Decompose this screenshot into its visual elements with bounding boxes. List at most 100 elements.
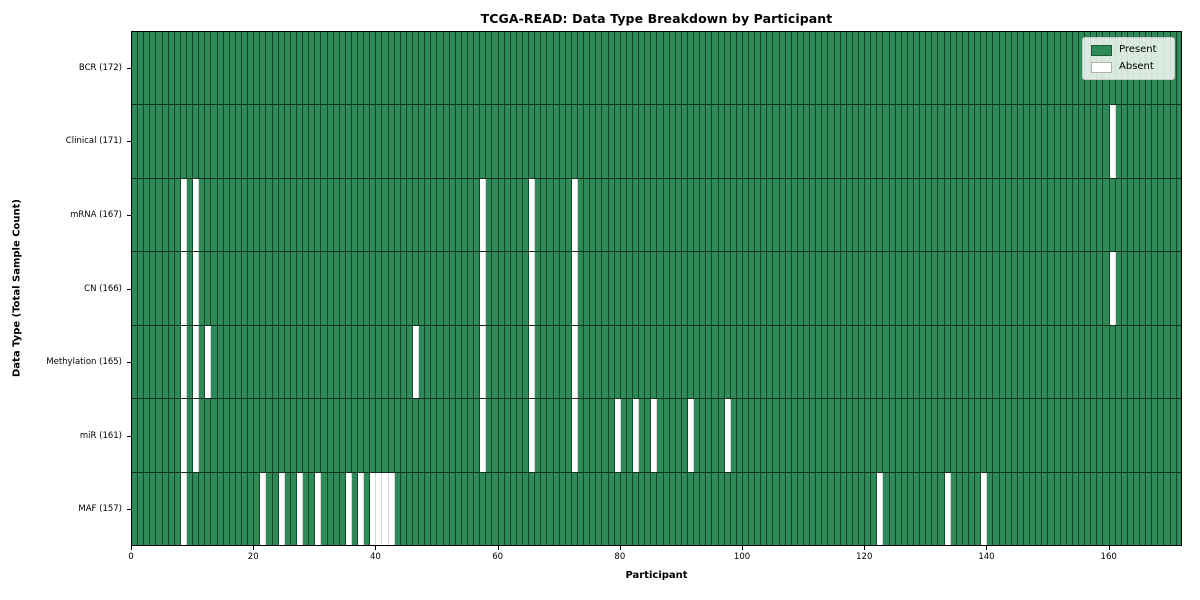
heatmap-cell bbox=[797, 399, 805, 472]
heatmap-cell bbox=[975, 472, 982, 545]
x-tick-mark bbox=[742, 546, 744, 550]
heatmap-cell bbox=[761, 325, 768, 399]
heatmap-cell bbox=[608, 32, 615, 105]
heatmap-cell bbox=[724, 325, 731, 399]
heatmap-cell bbox=[492, 252, 499, 325]
heatmap-cell bbox=[1109, 325, 1116, 399]
heatmap-cell bbox=[681, 472, 688, 545]
heatmap-cell bbox=[321, 325, 328, 399]
heatmap-cell bbox=[370, 178, 377, 252]
heatmap-cell bbox=[736, 472, 743, 545]
heatmap-cell bbox=[626, 32, 633, 105]
heatmap-cell bbox=[272, 472, 279, 545]
heatmap-cell bbox=[303, 325, 310, 399]
heatmap-cell bbox=[1005, 32, 1012, 105]
heatmap-cell bbox=[846, 325, 853, 399]
heatmap-cell bbox=[394, 178, 401, 252]
heatmap-cell bbox=[1103, 105, 1110, 178]
heatmap-cell bbox=[168, 105, 175, 178]
heatmap-cell bbox=[364, 105, 371, 178]
heatmap-cell bbox=[718, 399, 725, 472]
heatmap-cell bbox=[736, 399, 743, 472]
heatmap-cell bbox=[571, 399, 578, 472]
heatmap-cell bbox=[932, 399, 939, 472]
heatmap-cell bbox=[584, 472, 591, 545]
heatmap-cell bbox=[486, 32, 493, 105]
heatmap-cell bbox=[290, 105, 297, 178]
heatmap-cell bbox=[498, 32, 505, 105]
heatmap-cell bbox=[1115, 178, 1122, 252]
heatmap-cell bbox=[773, 178, 780, 252]
heatmap-cell bbox=[620, 178, 627, 252]
heatmap-cell bbox=[1121, 252, 1128, 325]
heatmap-cell bbox=[962, 32, 969, 105]
heatmap-cell bbox=[852, 325, 860, 399]
heatmap-cell bbox=[321, 252, 328, 325]
chart-title: TCGA-READ: Data Type Breakdown by Partic… bbox=[480, 11, 833, 26]
heatmap-cell bbox=[871, 178, 878, 252]
heatmap-cell bbox=[975, 399, 982, 472]
heatmap-cell bbox=[938, 178, 945, 252]
heatmap-cell bbox=[1023, 325, 1031, 399]
heatmap-cell bbox=[474, 472, 481, 545]
heatmap-cell bbox=[571, 472, 578, 545]
heatmap-cell bbox=[358, 472, 365, 545]
heatmap-cell bbox=[590, 472, 597, 545]
heatmap-cell bbox=[309, 472, 316, 545]
heatmap-cell bbox=[987, 252, 994, 325]
heatmap-cell bbox=[742, 399, 750, 472]
heatmap-cell bbox=[914, 32, 921, 105]
heatmap-cell bbox=[193, 325, 200, 399]
heatmap-cell bbox=[1158, 252, 1165, 325]
heatmap-cell bbox=[883, 252, 890, 325]
heatmap-cell bbox=[810, 178, 817, 252]
heatmap-cell bbox=[492, 472, 499, 545]
heatmap-cell bbox=[700, 178, 707, 252]
heatmap-cell bbox=[523, 105, 530, 178]
heatmap-cell bbox=[150, 252, 157, 325]
heatmap-cell bbox=[351, 252, 359, 325]
heatmap-cell bbox=[846, 32, 853, 105]
heatmap-cell bbox=[241, 399, 249, 472]
heatmap-cell bbox=[1152, 105, 1159, 178]
heatmap-cell bbox=[614, 325, 621, 399]
heatmap-cell bbox=[755, 252, 762, 325]
heatmap-cell bbox=[620, 105, 627, 178]
heatmap-cell bbox=[1060, 252, 1067, 325]
heatmap-cell bbox=[865, 325, 872, 399]
heatmap-cell bbox=[394, 252, 401, 325]
heatmap-cell bbox=[736, 105, 743, 178]
heatmap-cell bbox=[602, 32, 609, 105]
heatmap-cell bbox=[889, 472, 896, 545]
heatmap-cell bbox=[290, 252, 297, 325]
heatmap-cell bbox=[1036, 325, 1043, 399]
heatmap-cell bbox=[602, 399, 609, 472]
heatmap-cell bbox=[907, 325, 914, 399]
heatmap-cell bbox=[315, 252, 322, 325]
heatmap-cell bbox=[987, 325, 994, 399]
heatmap-cell bbox=[1036, 399, 1043, 472]
heatmap-cell bbox=[510, 178, 517, 252]
heatmap-cell bbox=[1054, 178, 1061, 252]
heatmap-cell bbox=[895, 472, 902, 545]
heatmap-cell bbox=[278, 105, 285, 178]
heatmap-cell bbox=[382, 252, 389, 325]
heatmap-cell bbox=[1042, 325, 1049, 399]
heatmap-cell bbox=[987, 178, 994, 252]
heatmap-cell bbox=[1121, 399, 1128, 472]
heatmap-cell bbox=[1152, 252, 1159, 325]
heatmap-cell bbox=[174, 178, 181, 252]
legend-present-label: Present bbox=[1119, 44, 1157, 55]
heatmap-cell bbox=[639, 105, 646, 178]
heatmap-cell bbox=[1060, 32, 1067, 105]
heatmap-cell bbox=[1036, 105, 1043, 178]
heatmap-cell bbox=[749, 325, 756, 399]
heatmap-cell bbox=[1030, 472, 1037, 545]
heatmap-cell bbox=[804, 399, 811, 472]
heatmap-cell bbox=[632, 399, 640, 472]
heatmap-cell bbox=[687, 178, 695, 252]
heatmap-cell bbox=[474, 32, 481, 105]
heatmap-cell bbox=[779, 399, 786, 472]
heatmap-cell bbox=[687, 32, 695, 105]
x-tick-label: 40 bbox=[369, 552, 381, 562]
